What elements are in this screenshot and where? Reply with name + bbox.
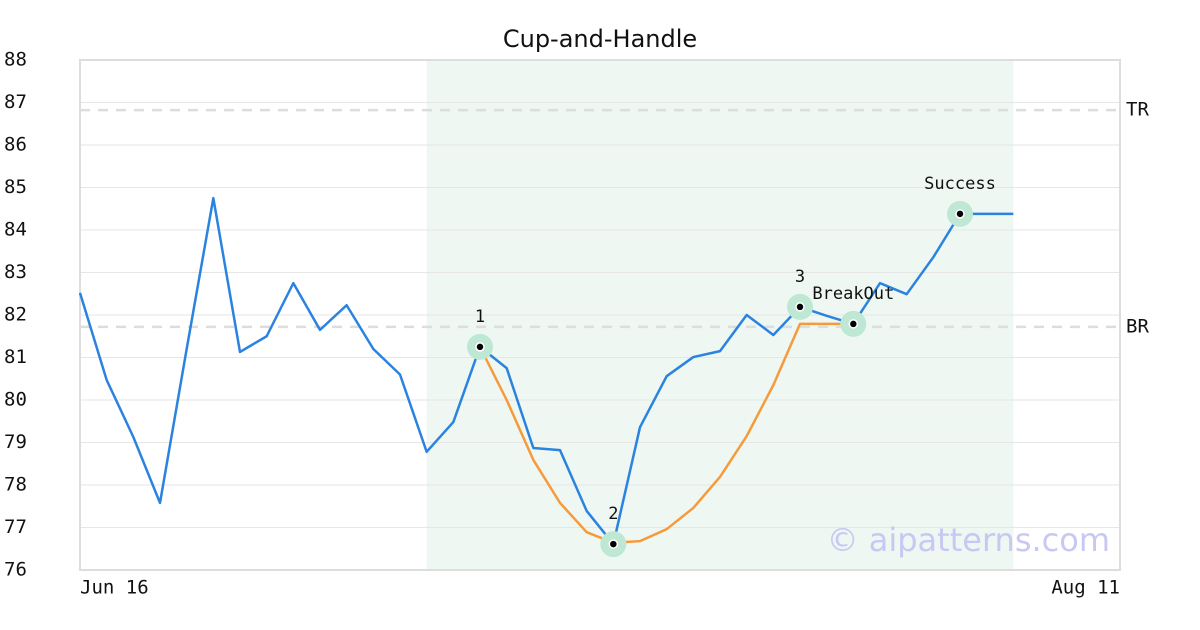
y-tick-label: 85 [4,176,27,198]
y-tick-label: 77 [4,516,27,538]
y-tick-label: 78 [4,474,27,496]
pivot-label: 1 [475,307,485,327]
pivot-dot [955,209,965,219]
y-tick-label: 81 [4,346,27,368]
watermark: © aipatterns.com [827,521,1110,559]
plot-frame [79,59,1121,571]
price-line [478,322,854,545]
y-tick-label: 76 [4,559,27,581]
level-label: TR [1126,99,1149,121]
y-tick-label: 87 [4,91,27,113]
y-tick-label: 82 [4,304,27,326]
pivot-dot [848,319,859,329]
y-tick-label: 83 [4,261,27,283]
chart-title: Cup-and-Handle [503,25,697,53]
level-label: BR [1126,315,1149,337]
pivot-dot [795,302,805,312]
pivot-label: Success [924,174,996,194]
x-tick-label: Aug 11 [1051,577,1120,599]
pivot-label: 2 [608,504,618,524]
y-tick-label: 79 [4,431,27,453]
y-tick-label: 88 [4,49,27,71]
pivot-dot [608,539,619,549]
y-tick-label: 86 [4,134,27,156]
x-tick-label: Jun 16 [80,577,149,599]
pivot-dot [475,342,485,352]
y-tick-label: 84 [4,219,27,241]
pivot-label: 3 [795,267,805,287]
pivot-label: BreakOut [812,284,894,304]
y-tick-label: 80 [4,389,27,411]
